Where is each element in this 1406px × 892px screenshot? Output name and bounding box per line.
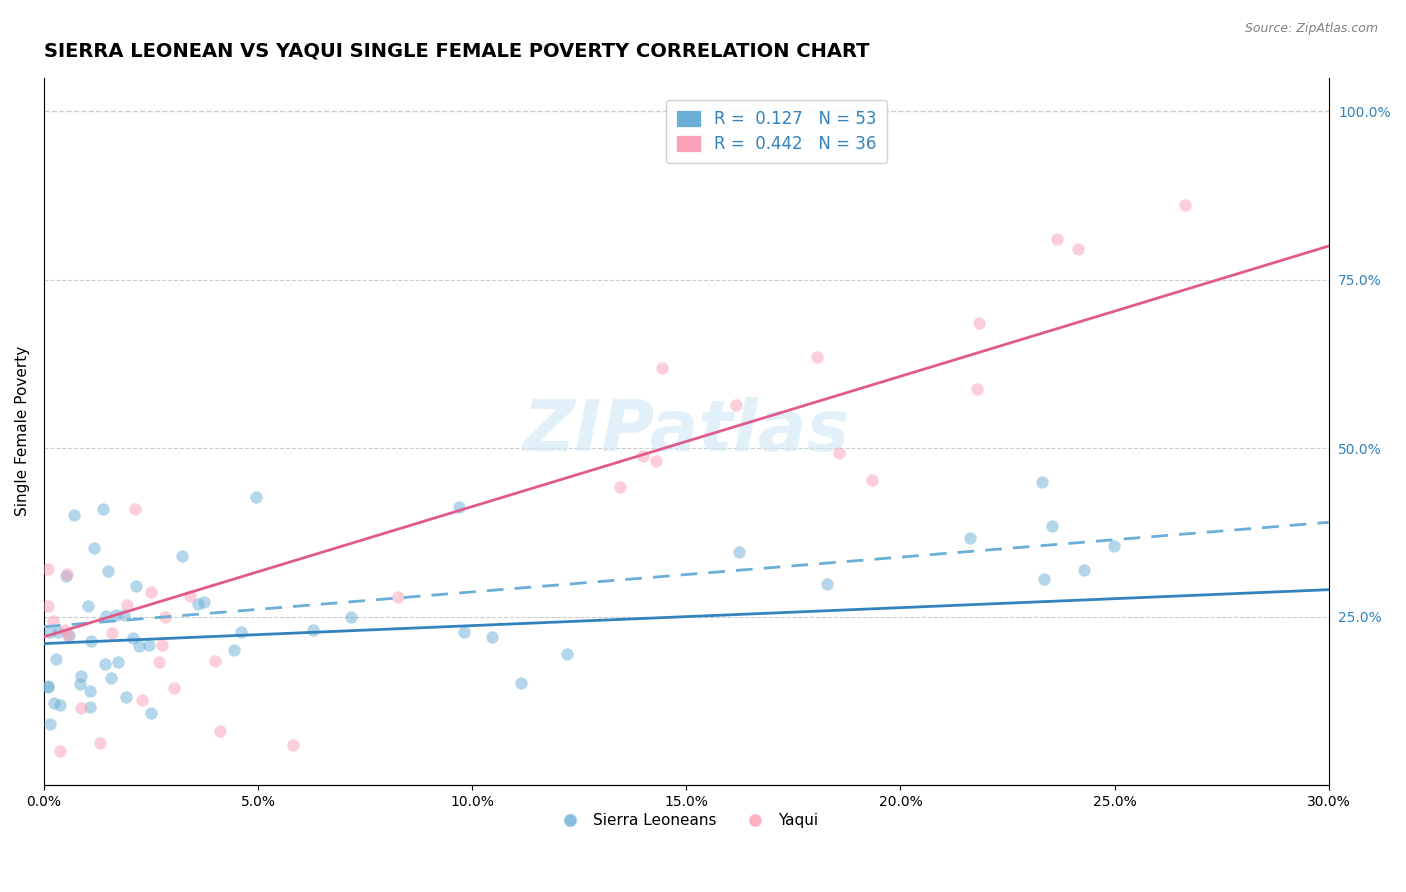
Point (70, 669, 93, 683)
Point (860, 473, 883, 487)
Point (245, 490, 267, 504)
Point (45, 652, 67, 666)
Point (55, 569, 77, 583)
Point (222, 643, 245, 657)
Point (1040, 519, 1063, 533)
Point (131, 693, 153, 707)
Point (138, 638, 160, 652)
Point (125, 579, 148, 593)
Point (302, 624, 325, 638)
Point (1046, 232, 1069, 246)
Point (37, 680, 59, 694)
Point (153, 610, 176, 624)
Point (77, 599, 100, 614)
Point (1174, 198, 1197, 212)
Point (387, 591, 409, 605)
Point (959, 531, 981, 545)
Point (38, 624, 60, 639)
Point (49, 698, 72, 713)
Point (163, 681, 186, 695)
Point (651, 361, 673, 376)
Point (728, 545, 751, 559)
Point (967, 316, 990, 330)
Point (453, 625, 475, 640)
Point (89, 736, 111, 750)
Point (124, 502, 146, 516)
Point (631, 450, 654, 464)
Point (170, 549, 193, 563)
Point (115, 690, 138, 704)
Point (63, 508, 86, 523)
Point (104, 607, 127, 622)
Point (101, 626, 124, 640)
Point (42, 615, 65, 629)
Point (69, 701, 91, 715)
Point (83, 541, 105, 555)
Point (115, 598, 138, 612)
Text: Source: ZipAtlas.com: Source: ZipAtlas.com (1244, 22, 1378, 36)
Point (1032, 572, 1054, 586)
Point (510, 676, 533, 690)
Y-axis label: Single Female Poverty: Single Female Poverty (15, 346, 30, 516)
Point (204, 654, 226, 668)
Point (283, 739, 305, 753)
Point (55, 566, 77, 581)
Point (150, 639, 173, 653)
Text: SIERRA LEONEAN VS YAQUI SINGLE FEMALE POVERTY CORRELATION CHART: SIERRA LEONEAN VS YAQUI SINGLE FEMALE PO… (44, 42, 869, 61)
Point (141, 706, 163, 721)
Point (609, 480, 631, 494)
Point (42, 696, 65, 710)
Point (179, 589, 201, 603)
Point (1067, 242, 1090, 256)
Point (128, 639, 150, 653)
Point (806, 350, 828, 364)
Point (79, 684, 101, 698)
Point (94, 657, 117, 672)
Point (966, 382, 988, 396)
Point (340, 610, 363, 624)
Point (107, 655, 129, 669)
Point (828, 446, 851, 460)
Point (79, 699, 101, 714)
Point (141, 585, 163, 599)
Point (37, 599, 59, 613)
Point (58, 629, 80, 643)
Point (645, 454, 668, 468)
Point (208, 724, 231, 739)
Text: ZIPatlas: ZIPatlas (523, 397, 851, 466)
Point (1031, 475, 1053, 489)
Point (148, 656, 170, 670)
Point (815, 577, 838, 591)
Point (187, 598, 209, 612)
Point (37, 562, 59, 576)
Point (555, 647, 578, 661)
Point (481, 630, 503, 644)
Point (58, 628, 80, 642)
Point (94, 608, 117, 623)
Point (121, 631, 143, 645)
Point (49, 744, 72, 758)
Point (97, 564, 120, 578)
Point (229, 624, 252, 639)
Point (112, 608, 135, 623)
Point (1102, 539, 1125, 553)
Point (725, 398, 748, 412)
Point (91, 501, 114, 516)
Point (80, 633, 103, 648)
Point (37, 679, 59, 693)
Point (46, 625, 69, 640)
Legend: Sierra Leoneans, Yaqui: Sierra Leoneans, Yaqui (548, 807, 824, 834)
Point (193, 595, 215, 609)
Point (53, 624, 76, 638)
Point (449, 500, 471, 515)
Point (39, 717, 62, 731)
Point (69, 677, 91, 691)
Point (100, 672, 122, 686)
Point (1073, 563, 1095, 577)
